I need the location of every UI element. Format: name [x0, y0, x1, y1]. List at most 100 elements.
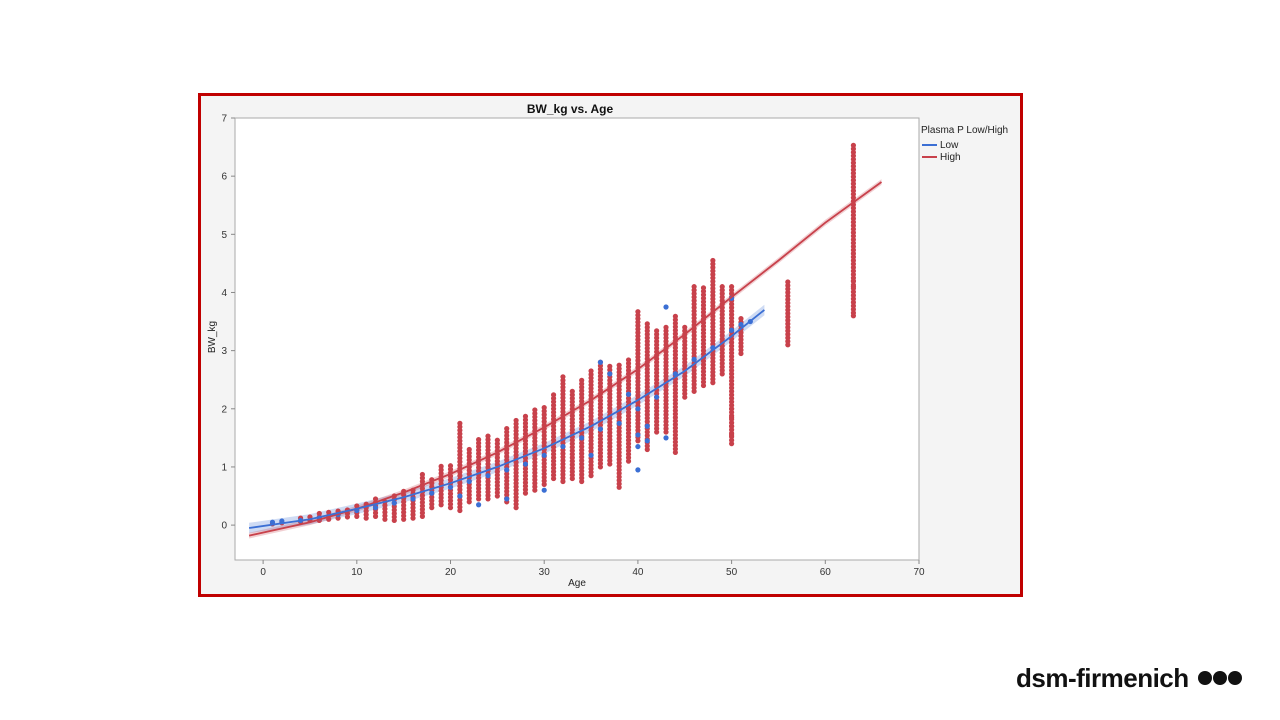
y-tick-label: 4 — [221, 288, 227, 299]
x-tick-label: 70 — [913, 567, 925, 578]
point-high — [326, 509, 332, 515]
point-high — [635, 309, 641, 315]
point-low — [738, 321, 744, 328]
point-high — [569, 388, 575, 394]
point-low — [522, 461, 529, 467]
point-low — [372, 505, 379, 511]
point-low — [635, 467, 641, 473]
point-high — [588, 368, 594, 374]
y-axis-title: BW_kg — [207, 321, 218, 353]
y-tick-label: 7 — [221, 114, 227, 125]
chart-frame: BW_kg vs. Age 0 10 20 30 40 50 60 70 0 1 2 3 4 5 6 7 Ag… — [198, 93, 1023, 597]
point-high — [372, 496, 379, 502]
point-low — [654, 394, 660, 400]
brand-dot — [1227, 671, 1242, 685]
point-high — [579, 377, 585, 383]
legend: Plasma P Low/High Low High — [921, 125, 1008, 163]
x-tick-label: 50 — [726, 567, 738, 578]
point-low — [429, 490, 435, 496]
point-high — [729, 423, 735, 429]
chart-title: BW_kg vs. Age — [527, 102, 614, 116]
point-high — [729, 284, 735, 290]
point-low — [504, 467, 510, 473]
y-tick-label: 2 — [221, 404, 227, 415]
point-high — [541, 405, 547, 411]
point-high — [625, 357, 632, 363]
brand-dot — [1212, 671, 1227, 685]
point-high — [560, 374, 566, 380]
point-high — [419, 471, 425, 478]
point-high — [850, 313, 857, 319]
legend-title: Plasma P Low/High — [921, 125, 1008, 136]
point-high — [550, 392, 557, 398]
point-high — [476, 437, 482, 443]
brand-dots-icon — [1197, 671, 1243, 685]
point-high — [354, 503, 360, 509]
point-high — [729, 414, 735, 421]
x-tick-label: 10 — [351, 567, 363, 578]
point-high — [850, 284, 857, 290]
point-high — [719, 284, 725, 290]
legend-label-high: High — [940, 152, 961, 163]
point-low — [579, 435, 585, 441]
point-high — [532, 407, 538, 413]
x-tick-label: 60 — [820, 567, 832, 578]
point-low — [391, 500, 397, 506]
point-high — [494, 437, 500, 443]
x-tick-label: 20 — [445, 567, 457, 578]
point-low — [635, 406, 641, 412]
point-high — [644, 321, 650, 327]
point-high — [438, 463, 444, 469]
plot-marks — [248, 142, 883, 539]
point-low — [635, 443, 641, 450]
plot-layer — [248, 142, 883, 539]
point-low — [663, 435, 669, 441]
point-high — [729, 406, 735, 412]
point-low — [588, 452, 594, 458]
y-tick-label: 5 — [221, 230, 227, 241]
point-low — [597, 359, 604, 365]
brand-dot — [1197, 671, 1212, 685]
brand-name: dsm-firmenich — [1016, 662, 1189, 693]
scatter-chart: BW_kg vs. Age 0 10 20 30 40 50 60 70 0 1 2 3 4 5 6 7 Ag… — [207, 102, 1008, 589]
point-low — [476, 502, 482, 508]
point-low — [410, 496, 416, 502]
point-high — [663, 324, 669, 330]
point-high — [710, 257, 716, 264]
point-low — [616, 420, 622, 426]
point-high — [654, 328, 660, 334]
y-tick-label: 6 — [221, 172, 227, 183]
point-low — [644, 423, 650, 429]
point-high — [738, 316, 744, 322]
x-tick-label: 0 — [260, 567, 266, 578]
point-high — [691, 284, 697, 290]
fit-line-low — [248, 309, 765, 529]
point-low — [635, 432, 641, 438]
point-high — [522, 413, 529, 419]
point-low — [625, 391, 632, 397]
point-low — [541, 452, 547, 458]
point-high — [447, 463, 454, 469]
point-low — [541, 487, 547, 493]
point-high — [682, 324, 688, 330]
point-low — [457, 493, 463, 499]
x-tick-label: 30 — [539, 567, 551, 578]
legend-label-low: Low — [940, 140, 959, 151]
point-high — [850, 142, 857, 148]
y-tick-label: 3 — [221, 346, 227, 357]
point-low — [447, 484, 454, 490]
point-low — [504, 496, 510, 502]
x-tick-label: 40 — [632, 567, 644, 578]
point-low — [607, 371, 613, 377]
point-low — [644, 438, 650, 444]
point-high — [785, 279, 791, 285]
point-high — [850, 278, 857, 284]
x-axis-title: Age — [568, 578, 586, 589]
y-tick-label: 0 — [221, 521, 227, 532]
point-low — [269, 519, 276, 525]
point-high — [729, 432, 735, 438]
y-tick-label: 1 — [221, 462, 227, 473]
point-high — [466, 446, 472, 453]
point-high — [616, 362, 622, 368]
point-low — [597, 426, 604, 432]
